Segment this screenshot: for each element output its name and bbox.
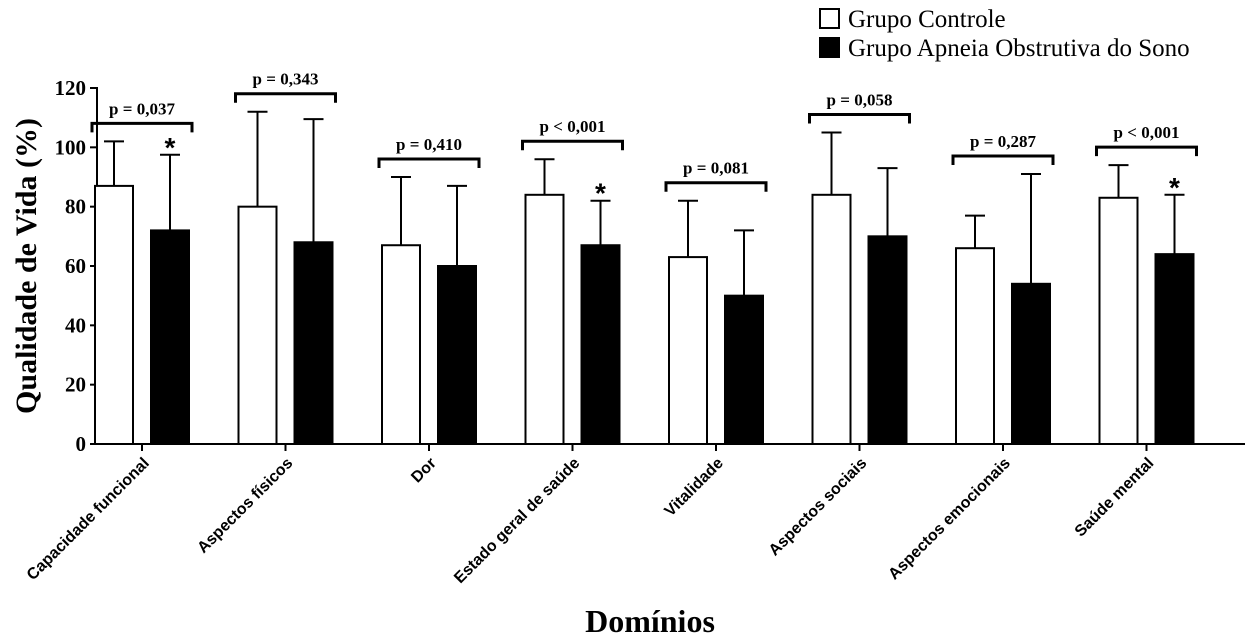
p-value-label: p = 0,037 xyxy=(109,99,175,118)
bar-control xyxy=(524,193,565,445)
bar-apnea xyxy=(724,294,764,445)
bar-control xyxy=(1098,196,1139,445)
bar-apnea xyxy=(293,241,334,445)
legend-swatch-control xyxy=(819,8,840,29)
bar-apnea xyxy=(437,265,477,445)
p-value-label: p = 0,081 xyxy=(683,159,749,178)
y-tick-label: 40 xyxy=(65,313,86,337)
category-label: Estado geral de saúde xyxy=(451,455,583,587)
p-value-label: p = 0,058 xyxy=(827,91,893,110)
y-tick-label: 60 xyxy=(65,254,86,278)
y-tick-label: 80 xyxy=(65,195,86,219)
y-tick-label: 0 xyxy=(76,432,87,456)
p-value-label: p < 0,001 xyxy=(540,117,606,136)
p-value-bracket xyxy=(234,92,337,103)
category-label: Aspectos físicos xyxy=(194,455,296,557)
category-label: Aspectos emocionais xyxy=(885,455,1013,583)
legend-label-apnea: Grupo Apneia Obstrutiva do Sono xyxy=(848,35,1190,62)
axes: 0 20 40 60 80 100 120 xyxy=(55,76,1245,456)
p-value-bracket xyxy=(664,181,768,192)
chart-marks xyxy=(90,92,1198,445)
p-value-label: p = 0,343 xyxy=(253,70,319,89)
p-value-label: p = 0,410 xyxy=(396,135,462,154)
bar-control xyxy=(94,184,134,445)
p-value-bracket xyxy=(808,113,911,124)
bar-control xyxy=(811,193,852,445)
significance-mark: * xyxy=(1169,172,1180,203)
x-axis-title: Domínios xyxy=(585,603,715,639)
bar-apnea xyxy=(580,244,621,445)
category-label: Aspectos sociais xyxy=(766,455,871,560)
y-axis-title: Qualidade de Vida (%) xyxy=(10,118,43,414)
category-label: Dor xyxy=(408,455,440,487)
bar-control xyxy=(955,247,995,445)
y-tick-label: 120 xyxy=(55,76,87,100)
category-label: Saúde mental xyxy=(1072,455,1158,541)
p-value-bracket xyxy=(1095,145,1198,157)
p-value-bracket xyxy=(377,157,481,168)
significance-mark: * xyxy=(165,132,176,163)
category-label: Capacidade funcional xyxy=(24,455,153,584)
category-label: Vitalidade xyxy=(662,455,727,520)
bar-apnea xyxy=(1011,282,1051,445)
y-tick-label: 100 xyxy=(55,135,87,159)
p-value-bracket xyxy=(951,154,1055,166)
legend-swatch-apnea xyxy=(819,37,840,58)
bar-apnea xyxy=(150,229,190,445)
legend-label-control: Grupo Controle xyxy=(848,6,1006,33)
bar-apnea xyxy=(1154,253,1195,445)
p-value-bracket xyxy=(521,139,624,151)
p-value-bracket xyxy=(90,121,194,133)
y-tick-label: 20 xyxy=(65,373,86,397)
bar-control xyxy=(237,205,278,445)
bar-apnea xyxy=(867,235,908,445)
bar-control xyxy=(381,244,421,445)
significance-mark: * xyxy=(595,178,606,209)
p-value-label: p < 0,001 xyxy=(1114,123,1180,142)
bar-control xyxy=(668,256,708,445)
p-value-label: p = 0,287 xyxy=(970,132,1036,151)
